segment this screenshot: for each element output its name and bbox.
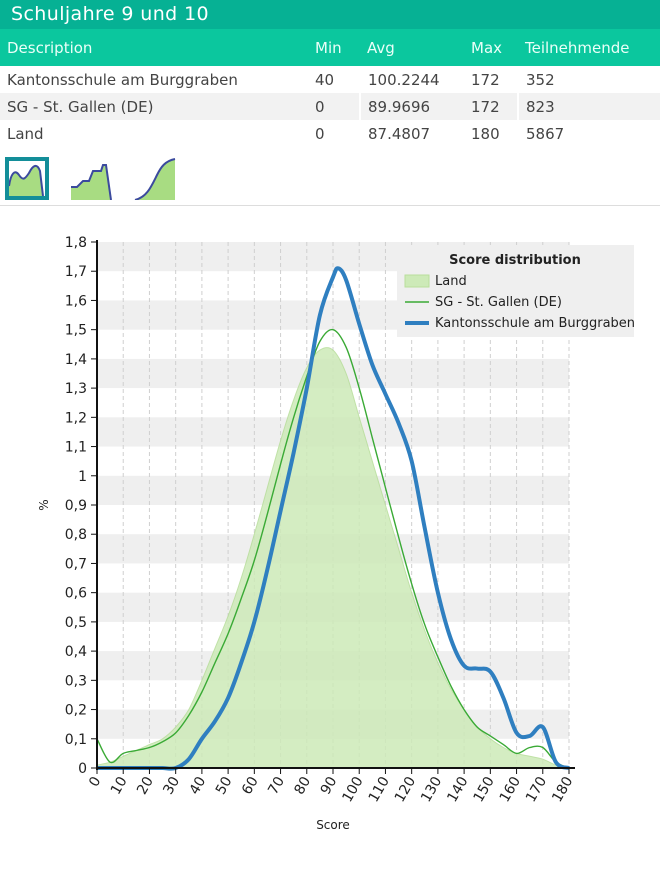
cell-min: 0 [308,93,360,120]
x-tick-label: 150 [471,774,498,805]
x-axis-label: Score [316,818,350,832]
cell-participants: 5867 [517,120,660,147]
x-tick-label: 90 [318,774,341,797]
legend-swatch-land [404,274,430,288]
y-tick-label: 0,9 [65,498,87,514]
y-tick-label: 0,3 [65,673,87,689]
cell-max: 172 [471,70,500,89]
legend-label-land: Land [435,274,467,289]
y-tick-label: 1,3 [65,381,87,397]
stepped-view-toggle[interactable] [71,157,115,200]
cell-avg: 89.9696 [359,93,464,120]
y-tick-label: 0,2 [65,703,87,719]
cell-participants: 352 [517,66,660,93]
x-tick-label: 130 [418,774,445,805]
cell-description: Land [7,124,44,143]
cell-description: SG - St. Gallen (DE) [0,93,308,120]
density-view-toggle[interactable] [5,157,49,200]
stepped-distribution-icon [71,164,112,200]
y-tick-label: 1 [78,469,87,485]
y-axis-label: % [37,499,51,510]
column-header-min[interactable]: Min [308,29,360,66]
stats-table: Description Min Avg Max Teilnehmende Kan… [0,29,660,147]
chart-legend: Score distribution Land SG - St. Gallen … [397,245,635,337]
y-tick-label: 1,7 [65,264,87,280]
x-tick-label: 180 [549,774,576,805]
y-tick-label: 1,2 [65,410,87,426]
x-tick-label: 80 [291,774,314,797]
x-tick-label: 140 [444,774,471,805]
cell-min: 0 [315,124,325,143]
y-tick-label: 0,7 [65,556,87,572]
x-tick-label: 30 [160,774,183,797]
y-tick-label: 0,4 [65,644,87,660]
table-row: SG - St. Gallen (DE) 0 89.9696 172 823 [0,93,660,120]
cumulative-curve-icon [134,158,176,200]
x-tick-label: 160 [497,774,524,805]
column-header-max[interactable]: Max [464,29,518,66]
legend-label-kanti: Kantonsschule am Burggraben [435,316,635,331]
column-header-description[interactable]: Description [0,29,308,66]
x-tick-label: 40 [187,774,210,797]
x-tick-label: 170 [523,774,550,805]
density-curve-icon [9,165,44,196]
cell-avg: 87.4807 [359,120,464,147]
y-tick-label: 1,4 [65,352,87,368]
score-distribution-chart: 0 0,1 0,2 0,3 0,4 0,5 0,6 0,7 0,8 0,9 1 1,1 1,2 1,3 1,… [0,225,660,865]
y-tick-label: 0,8 [65,527,87,543]
table-row: Land 0 87.4807 180 5867 [0,120,660,147]
cell-description: Kantonsschule am Burggraben [7,70,238,89]
cumulative-view-toggle[interactable] [133,157,177,200]
legend-box [397,245,634,337]
x-tick-label: 0 [86,774,104,790]
cell-max: 180 [471,124,500,143]
y-tick-label: 1,1 [65,440,87,456]
chart-svg: 0 0,1 0,2 0,3 0,4 0,5 0,6 0,7 0,8 0,9 1 1,1 1,2 1,3 1,… [37,235,635,832]
page-title: Schuljahre 9 und 10 [0,0,660,29]
x-tick-label: 10 [108,774,131,797]
chart-view-toggles [0,153,660,206]
x-tick-label: 110 [366,774,393,805]
x-tick-label: 60 [239,774,262,797]
series-sg-line [96,328,570,769]
table-row: Kantonsschule am Burggraben 40 100.2244 … [0,66,660,93]
y-tick-label: 1,8 [65,235,87,251]
table-header-row: Description Min Avg Max Teilnehmende [0,29,660,66]
cell-min: 40 [315,70,335,89]
x-tick-label: 20 [134,774,157,797]
column-header-avg[interactable]: Avg [360,29,464,66]
column-header-participants[interactable]: Teilnehmende [518,29,660,66]
x-tick-label: 100 [339,774,366,805]
y-tick-label: 1,5 [65,323,87,339]
y-tick-label: 0 [78,761,87,777]
cell-max: 172 [464,93,518,120]
x-tick-label: 70 [265,774,288,797]
x-tick-label: 50 [213,774,236,797]
y-tick-label: 0,6 [65,586,87,602]
cell-participants: 823 [517,93,660,120]
y-tick-label: 0,5 [65,615,87,631]
y-tick-label: 0,1 [65,732,87,748]
x-tick-label: 120 [392,774,419,805]
cell-avg: 100.2244 [359,66,464,93]
legend-label-sg: SG - St. Gallen (DE) [435,295,562,310]
y-tick-label: 1,6 [65,293,87,309]
legend-title: Score distribution [449,253,581,268]
